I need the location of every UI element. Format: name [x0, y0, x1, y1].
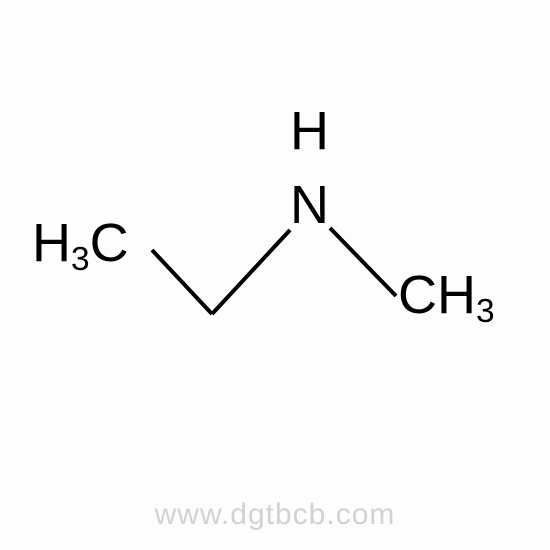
atom-nh-h-main: H	[290, 101, 329, 161]
atom-label-nh-h: H	[290, 104, 329, 158]
atom-ch3-sub: 3	[476, 293, 495, 330]
atom-ch3-main: CH	[398, 265, 476, 325]
chemical-structure-canvas: H3C H N CH3 www.dgtbcb.com	[0, 0, 550, 550]
atom-h3c-tail: C	[90, 213, 129, 273]
atom-h3c-main: H	[32, 213, 71, 273]
atom-n-main: N	[290, 175, 329, 235]
atom-label-ch3: CH3	[398, 268, 495, 322]
atom-label-n: N	[290, 178, 329, 232]
atom-h3c-sub: 3	[71, 241, 90, 278]
atom-label-h3c: H3C	[32, 216, 129, 270]
